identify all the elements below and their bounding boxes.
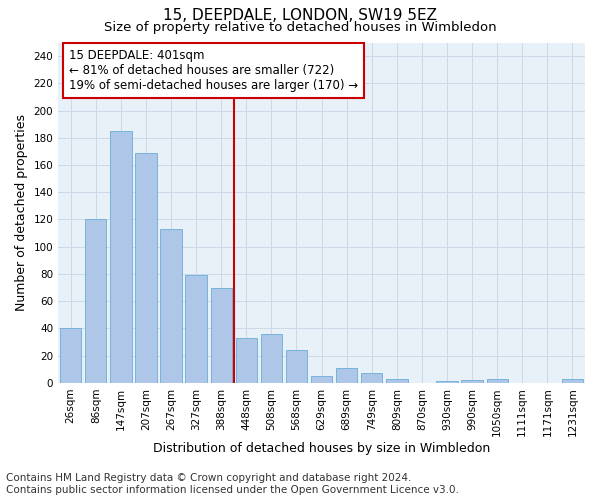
Bar	[461, 380, 483, 383]
Bar	[487, 378, 508, 383]
X-axis label: Distribution of detached houses by size in Wimbledon: Distribution of detached houses by size …	[153, 442, 490, 455]
Bar	[386, 378, 407, 383]
Bar	[361, 374, 382, 383]
Bar	[110, 131, 131, 383]
Bar	[185, 276, 207, 383]
Text: Size of property relative to detached houses in Wimbledon: Size of property relative to detached ho…	[104, 21, 496, 34]
Bar	[562, 378, 583, 383]
Text: 15, DEEPDALE, LONDON, SW19 5EZ: 15, DEEPDALE, LONDON, SW19 5EZ	[163, 8, 437, 22]
Text: Contains HM Land Registry data © Crown copyright and database right 2024.
Contai: Contains HM Land Registry data © Crown c…	[6, 474, 459, 495]
Bar	[136, 153, 157, 383]
Bar	[211, 288, 232, 383]
Bar	[311, 376, 332, 383]
Bar	[261, 334, 282, 383]
Bar	[336, 368, 358, 383]
Bar	[286, 350, 307, 383]
Y-axis label: Number of detached properties: Number of detached properties	[15, 114, 28, 311]
Bar	[60, 328, 82, 383]
Bar	[85, 220, 106, 383]
Text: 15 DEEPDALE: 401sqm
← 81% of detached houses are smaller (722)
19% of semi-detac: 15 DEEPDALE: 401sqm ← 81% of detached ho…	[69, 50, 358, 92]
Bar	[160, 229, 182, 383]
Bar	[236, 338, 257, 383]
Bar	[436, 382, 458, 383]
